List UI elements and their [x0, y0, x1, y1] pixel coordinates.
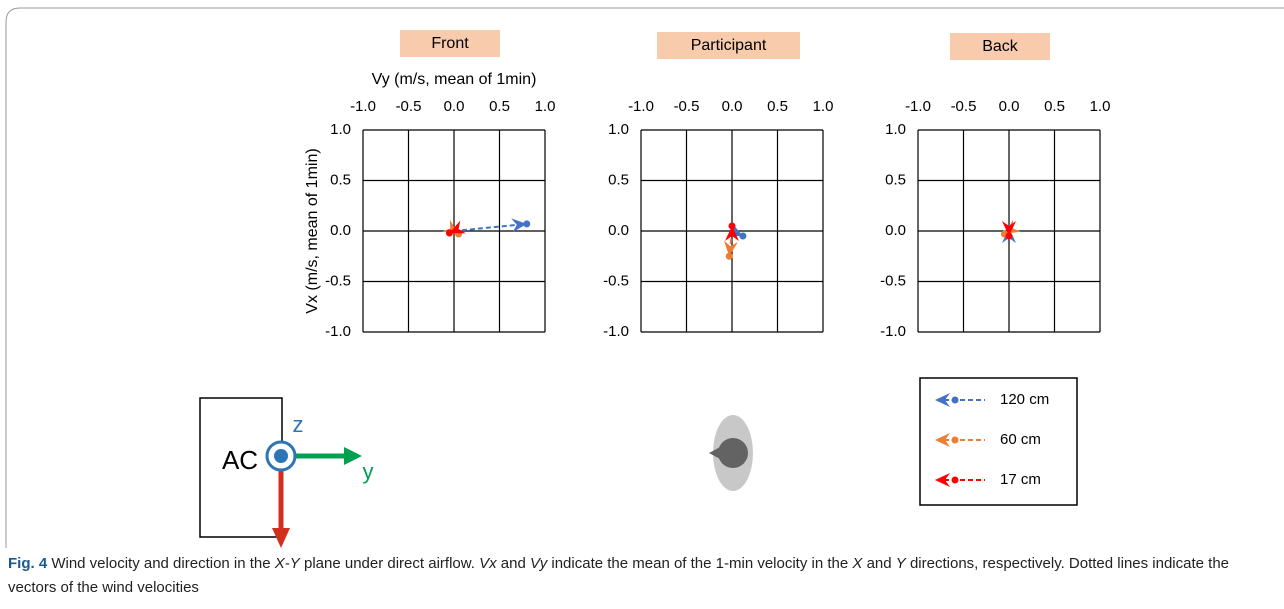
vector-dot	[739, 232, 747, 240]
x-tick-label: -0.5	[674, 98, 700, 115]
caption-part: Y	[895, 555, 906, 572]
x-tick-label: 0.0	[444, 98, 465, 115]
vector-dot	[445, 229, 453, 237]
arrow-head	[1002, 221, 1016, 237]
caption-part: directions, respectively. Dotted lines i…	[8, 555, 1230, 596]
ac-label: AC	[222, 445, 258, 475]
legend-head	[935, 393, 950, 407]
caption-part: and	[862, 555, 896, 572]
x-tick-label: -0.5	[396, 98, 422, 115]
x-tick-label: -1.0	[628, 98, 654, 115]
y-tick-label: -1.0	[325, 323, 351, 340]
legend-label: 120 cm	[1000, 391, 1049, 408]
y-tick-label: 1.0	[330, 121, 351, 138]
caption-part: and	[496, 555, 530, 572]
y-tick-label: 1.0	[885, 121, 906, 138]
ac-box	[199, 397, 283, 538]
x-tick-label: -0.5	[951, 98, 977, 115]
x-tick-label: 1.0	[813, 98, 834, 115]
legend-label: 60 cm	[1000, 431, 1041, 448]
x-arrow-head	[272, 528, 290, 548]
caption-part: X	[852, 555, 863, 572]
caption: Fig. 4 Wind velocity and direction in th…	[8, 552, 1280, 600]
caption-part: Fig. 4	[8, 555, 48, 572]
vector-dot	[523, 220, 531, 228]
x-tick-label: 0.0	[999, 98, 1020, 115]
x-axis-label: Vy (m/s, mean of 1min)	[372, 71, 537, 88]
vector-dot	[725, 252, 733, 260]
legend-head	[935, 473, 950, 487]
participant-icon	[709, 415, 753, 491]
caption-part: Vy	[529, 555, 548, 572]
y-tick-label: -0.5	[325, 272, 351, 289]
frame	[5, 7, 1284, 548]
chart-title: Participant	[691, 37, 767, 54]
legend-dot	[951, 396, 959, 404]
y-axis-label: Vx (m/s, mean of 1min)	[304, 148, 321, 313]
caption-part: X-Y	[274, 555, 300, 572]
arrow-head	[723, 240, 738, 257]
vector-line	[453, 222, 527, 232]
vector-dot	[1005, 232, 1013, 240]
chart-title: Front	[431, 35, 469, 52]
caption-part: Wind velocity and direction in the	[47, 555, 275, 572]
y-tick-label: 1.0	[608, 121, 629, 138]
arrow-head	[511, 218, 527, 233]
x-tick-label: 1.0	[1090, 98, 1111, 115]
y-tick-label: -0.5	[603, 272, 629, 289]
caption-part: Vx	[479, 555, 497, 572]
x-tick-label: 0.5	[489, 98, 510, 115]
title-box	[657, 32, 800, 59]
y-tick-label: 0.0	[885, 222, 906, 239]
x-tick-label: -1.0	[905, 98, 931, 115]
y-tick-label: 0.0	[330, 222, 351, 239]
y-tick-label: 0.5	[330, 171, 351, 188]
arrow-head	[726, 223, 743, 237]
y-tick-label: 0.5	[608, 171, 629, 188]
head	[718, 438, 748, 468]
ac-diagram: AC z y x	[199, 397, 374, 605]
figure: AC z y x Front Vy (m/s, mean of 1min) Vx (…	[5, 7, 1284, 605]
legend-dot	[951, 436, 959, 444]
title-box	[400, 30, 500, 57]
caption-part: indicate the mean of the 1-min velocity …	[547, 555, 853, 572]
legend-dot	[951, 476, 959, 484]
x-tick-label: 1.0	[535, 98, 556, 115]
y-tick-label: -1.0	[603, 323, 629, 340]
arrow-head	[449, 220, 467, 234]
y-label: y	[363, 459, 374, 484]
title-box	[950, 33, 1050, 60]
arrow-head	[725, 225, 739, 241]
x-tick-label: -1.0	[350, 98, 376, 115]
x-tick-label: 0.5	[1044, 98, 1065, 115]
y-tick-label: -0.5	[880, 272, 906, 289]
legend-head	[935, 433, 950, 447]
vector-dot	[728, 222, 736, 230]
y-tick-label: 0.5	[885, 171, 906, 188]
x-tick-label: 0.5	[767, 98, 788, 115]
y-tick-label: 0.0	[608, 222, 629, 239]
y-tick-label: -1.0	[880, 323, 906, 340]
z-label: z	[293, 412, 304, 437]
x-tick-label: 0.0	[722, 98, 743, 115]
z-dot	[274, 449, 288, 463]
chart-title: Back	[982, 38, 1019, 55]
caption-part: plane under direct airflow.	[299, 555, 480, 572]
legend-label: 17 cm	[1000, 471, 1041, 488]
y-arrow-head	[344, 447, 362, 465]
